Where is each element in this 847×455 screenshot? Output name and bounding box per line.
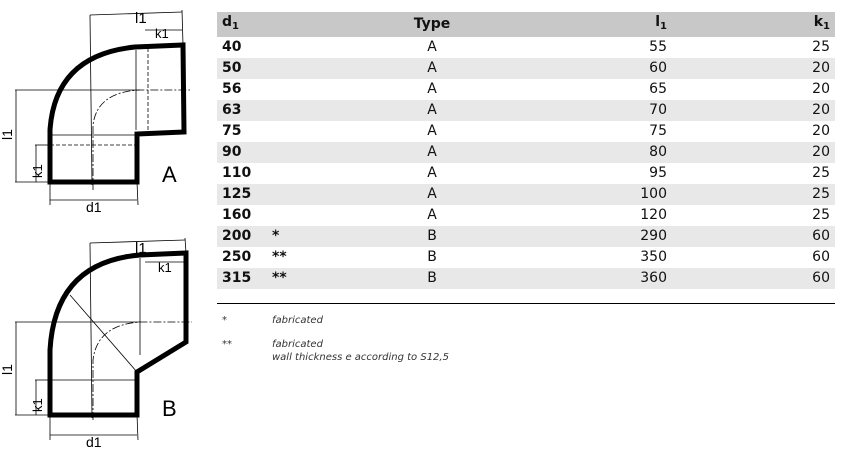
dim-k1-vertical: k1 <box>30 398 45 412</box>
dim-k1: k1 <box>158 260 172 275</box>
header-l1: l1 <box>527 12 672 37</box>
elbow-drawings: l1 k1 l1 k1 d1 A l1 k1 l1 k1 d1 B <box>0 9 192 450</box>
dim-k1-vertical: k1 <box>30 164 45 178</box>
cell-type: B <box>337 226 527 247</box>
table-row: 315 ** B 360 60 <box>217 268 835 289</box>
table-row: 90 A 80 20 <box>217 142 835 163</box>
cell-d1: 200 <box>217 226 267 247</box>
dim-d1: d1 <box>86 199 102 215</box>
cell-k1: 60 <box>812 249 830 265</box>
cell-l1: 80 <box>527 142 672 163</box>
cell-d1: 125 <box>217 184 267 205</box>
cell-mark <box>267 37 337 58</box>
cell-type: A <box>427 165 437 181</box>
dim-l1: l1 <box>135 10 147 27</box>
cell-mark <box>267 79 337 100</box>
dim-d1: d1 <box>86 434 102 450</box>
dimension-table: d1 Type l1 k1 40 A 55 25 50 A 60 20 56 A 65 20 63 A 70… <box>217 12 835 289</box>
dim-k1: k1 <box>155 26 169 41</box>
cell-d1: 56 <box>222 81 242 97</box>
drawing-type-a: l1 k1 l1 k1 d1 A <box>0 9 190 215</box>
cell-d1: 75 <box>222 123 242 139</box>
dim-l1-vertical: l1 <box>0 364 15 375</box>
cell-d1: 50 <box>217 58 267 79</box>
cell-l1: 95 <box>649 165 667 181</box>
cell-k1: 60 <box>672 268 835 289</box>
table-row: 250 ** B 350 60 <box>217 247 835 268</box>
cell-type: A <box>337 58 527 79</box>
table-row: 200 * B 290 60 <box>217 226 835 247</box>
header-k1: k1 <box>672 12 835 37</box>
cell-d1: 250 <box>222 249 252 265</box>
cell-k1: 20 <box>812 123 830 139</box>
cell-k1: 25 <box>812 39 830 55</box>
cell-mark <box>267 142 337 163</box>
cell-type: B <box>427 249 437 265</box>
cell-mark: ** <box>267 268 337 289</box>
cell-mark <box>267 184 337 205</box>
cell-mark: ** <box>272 249 287 265</box>
cell-l1: 60 <box>527 58 672 79</box>
cell-d1: 63 <box>217 100 267 121</box>
cell-l1: 350 <box>640 249 667 265</box>
cell-type: A <box>427 81 437 97</box>
cell-k1: 60 <box>672 226 835 247</box>
cell-mark: * <box>267 226 337 247</box>
table-row: 160 A 120 25 <box>217 205 835 226</box>
cell-type: A <box>427 39 437 55</box>
cell-mark <box>267 100 337 121</box>
footnote-2: ** fabricated wall thickness e according … <box>222 339 449 363</box>
cell-k1: 20 <box>672 100 835 121</box>
dim-l1: l1 <box>135 240 147 257</box>
footnote-1: * fabricated <box>222 315 323 326</box>
cell-l1: 65 <box>649 81 667 97</box>
table-row: 125 A 100 25 <box>217 184 835 205</box>
cell-k1: 25 <box>812 165 830 181</box>
cell-d1: 40 <box>222 39 242 55</box>
cell-l1: 55 <box>649 39 667 55</box>
cell-type: A <box>427 207 437 223</box>
cell-mark <box>267 205 337 226</box>
table-row: 110 A 95 25 <box>217 163 835 184</box>
cell-type: A <box>337 184 527 205</box>
table-row: 75 A 75 20 <box>217 121 835 142</box>
cell-l1: 290 <box>527 226 672 247</box>
table-row: 50 A 60 20 <box>217 58 835 79</box>
table-row: 63 A 70 20 <box>217 100 835 121</box>
cell-l1: 100 <box>527 184 672 205</box>
cell-d1: 315 <box>217 268 267 289</box>
cell-type: A <box>337 142 527 163</box>
drawing-label-b: B <box>162 396 177 421</box>
cell-mark <box>267 58 337 79</box>
cell-k1: 20 <box>812 81 830 97</box>
cell-k1: 25 <box>812 207 830 223</box>
cell-k1: 25 <box>672 184 835 205</box>
drawing-type-b: l1 k1 l1 k1 d1 B <box>0 237 192 450</box>
cell-l1: 360 <box>527 268 672 289</box>
drawing-label-a: A <box>162 162 177 187</box>
header-type: Type <box>337 12 527 37</box>
cell-type: A <box>427 123 437 139</box>
table-row: 40 A 55 25 <box>217 37 835 58</box>
cell-k1: 20 <box>672 58 835 79</box>
table-header: d1 Type l1 k1 <box>217 12 835 37</box>
cell-k1: 20 <box>672 142 835 163</box>
cell-l1: 75 <box>649 123 667 139</box>
cell-mark <box>267 163 337 184</box>
cell-l1: 120 <box>640 207 667 223</box>
cell-type: B <box>337 268 527 289</box>
divider <box>217 303 835 304</box>
cell-d1: 160 <box>222 207 252 223</box>
cell-d1: 90 <box>217 142 267 163</box>
dim-l1-vertical: l1 <box>0 129 15 140</box>
cell-l1: 70 <box>527 100 672 121</box>
cell-d1: 110 <box>222 165 252 181</box>
header-d1: d1 <box>217 12 267 37</box>
cell-mark <box>267 121 337 142</box>
cell-type: A <box>337 100 527 121</box>
table-row: 56 A 65 20 <box>217 79 835 100</box>
